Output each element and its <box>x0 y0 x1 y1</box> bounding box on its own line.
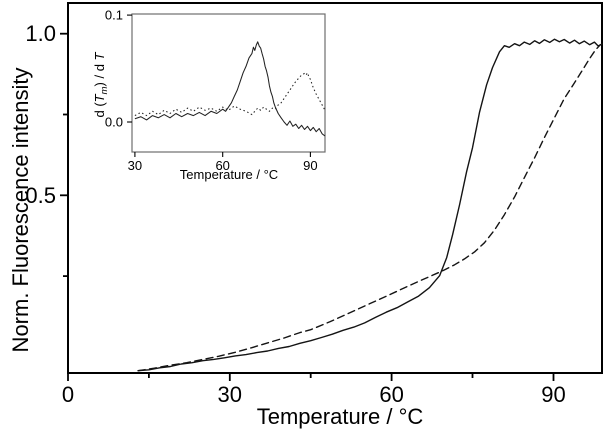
main-x-axis-label: Temperature / °C <box>257 404 424 429</box>
inset-plot-frame <box>131 13 326 153</box>
inset-y-axis-label: d (Tm) / d T <box>92 51 110 117</box>
main-y-axis-label: Norm. Fluorescence intensity <box>8 68 33 353</box>
main-series-dashed-curve <box>137 44 602 372</box>
y-tick-label: 0.1 <box>105 8 123 23</box>
main-plot-frame <box>67 2 603 374</box>
inset-plot: 30 60 90 0.1 0.0 <box>105 8 326 173</box>
x-tick-label: 90 <box>303 158 317 173</box>
x-tick-label: 90 <box>541 382 565 407</box>
y-tick-label: 0.0 <box>105 115 123 130</box>
main-series-solid-curve <box>137 38 603 372</box>
inset-series-solid-curve <box>134 41 326 137</box>
inset-x-axis-label: Temperature / °C <box>180 167 278 182</box>
x-tick-label: 30 <box>128 158 142 173</box>
x-tick-label: 30 <box>218 382 242 407</box>
x-tick-label: 0 <box>62 382 74 407</box>
x-tick-label: 60 <box>215 158 229 173</box>
main-plot: 0 30 60 90 1.0 0.5 <box>25 2 603 407</box>
y-tick-label: 1.0 <box>25 21 56 46</box>
y-tick-label: 0.5 <box>25 183 56 208</box>
x-tick-label: 60 <box>379 382 403 407</box>
